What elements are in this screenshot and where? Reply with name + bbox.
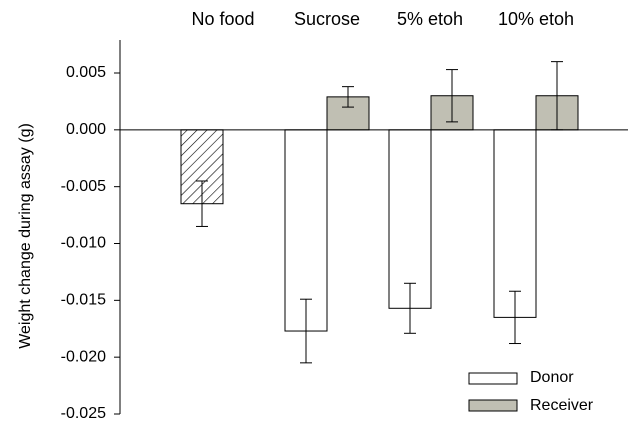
error-bar-receiver-5-etoh [446,69,458,123]
error-bar-no-food [196,180,208,227]
y-tick--0.005: -0.005 [61,178,120,195]
error-bar-donor-sucrose [300,298,312,364]
legend-label-donor: Donor [530,369,574,386]
y-tick--0.015: -0.015 [61,292,120,309]
bar-donor-5-etoh [388,129,432,309]
y-tick-label: -0.015 [61,292,106,309]
y-tick--0.010: -0.010 [61,235,120,252]
bar-donor-10-etoh [493,129,537,318]
y-tick-label: -0.005 [61,178,106,195]
error-bar-donor-10-etoh [509,290,521,345]
y-tick-label: 0.000 [66,121,106,138]
y-tick-0.000: 0.000 [66,121,120,138]
error-bar-receiver-10-etoh [551,61,563,131]
y-axis-label: Weight change during assay (g) [17,123,34,349]
y-tick-0.005: 0.005 [66,64,120,81]
legend-swatch-receiver [468,399,518,412]
y-tick-label: 0.005 [66,64,106,81]
error-bar-receiver-sucrose [342,86,354,108]
y-tick-label: -0.020 [61,348,106,365]
category-label-5-etoh: 5% etoh [397,9,463,29]
y-ticks: 0.005 0.000 -0.005 -0.010 -0.015 -0.020 … [61,64,120,422]
y-tick-label: -0.010 [61,235,106,252]
y-tick--0.025: -0.025 [61,405,120,422]
legend-swatch-donor [468,372,518,385]
category-label-no-food: No food [191,9,254,29]
legend: Donor Receiver [468,369,594,414]
category-label-sucrose: Sucrose [294,9,360,29]
y-tick-label: -0.025 [61,405,106,422]
bars-group [180,95,579,332]
bar-donor-sucrose [284,129,328,332]
error-bars-group [196,61,563,364]
legend-label-receiver: Receiver [530,397,594,414]
error-bar-donor-5-etoh [404,282,416,334]
category-label-10-etoh: 10% etoh [498,9,574,29]
y-tick--0.020: -0.020 [61,348,120,365]
